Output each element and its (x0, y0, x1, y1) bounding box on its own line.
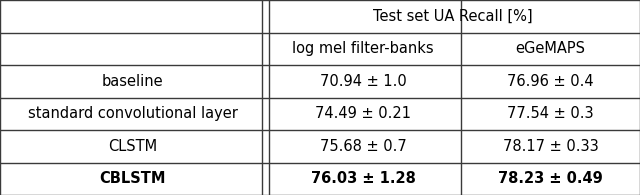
Text: 77.54 ± 0.3: 77.54 ± 0.3 (507, 106, 594, 121)
Text: 78.17 ± 0.33: 78.17 ± 0.33 (502, 139, 598, 154)
Text: 74.49 ± 0.21: 74.49 ± 0.21 (315, 106, 412, 121)
Text: log mel filter-banks: log mel filter-banks (292, 41, 434, 56)
Text: 70.94 ± 1.0: 70.94 ± 1.0 (320, 74, 406, 89)
Text: 76.03 ± 1.28: 76.03 ± 1.28 (311, 171, 415, 186)
Text: standard convolutional layer: standard convolutional layer (28, 106, 237, 121)
Text: CLSTM: CLSTM (108, 139, 157, 154)
Text: 76.96 ± 0.4: 76.96 ± 0.4 (507, 74, 594, 89)
Text: eGeMAPS: eGeMAPS (515, 41, 586, 56)
Text: 75.68 ± 0.7: 75.68 ± 0.7 (320, 139, 406, 154)
Text: baseline: baseline (102, 74, 164, 89)
Text: 78.23 ± 0.49: 78.23 ± 0.49 (498, 171, 603, 186)
Text: Test set UA Recall [%]: Test set UA Recall [%] (373, 9, 532, 24)
Text: CBLSTM: CBLSTM (100, 171, 166, 186)
